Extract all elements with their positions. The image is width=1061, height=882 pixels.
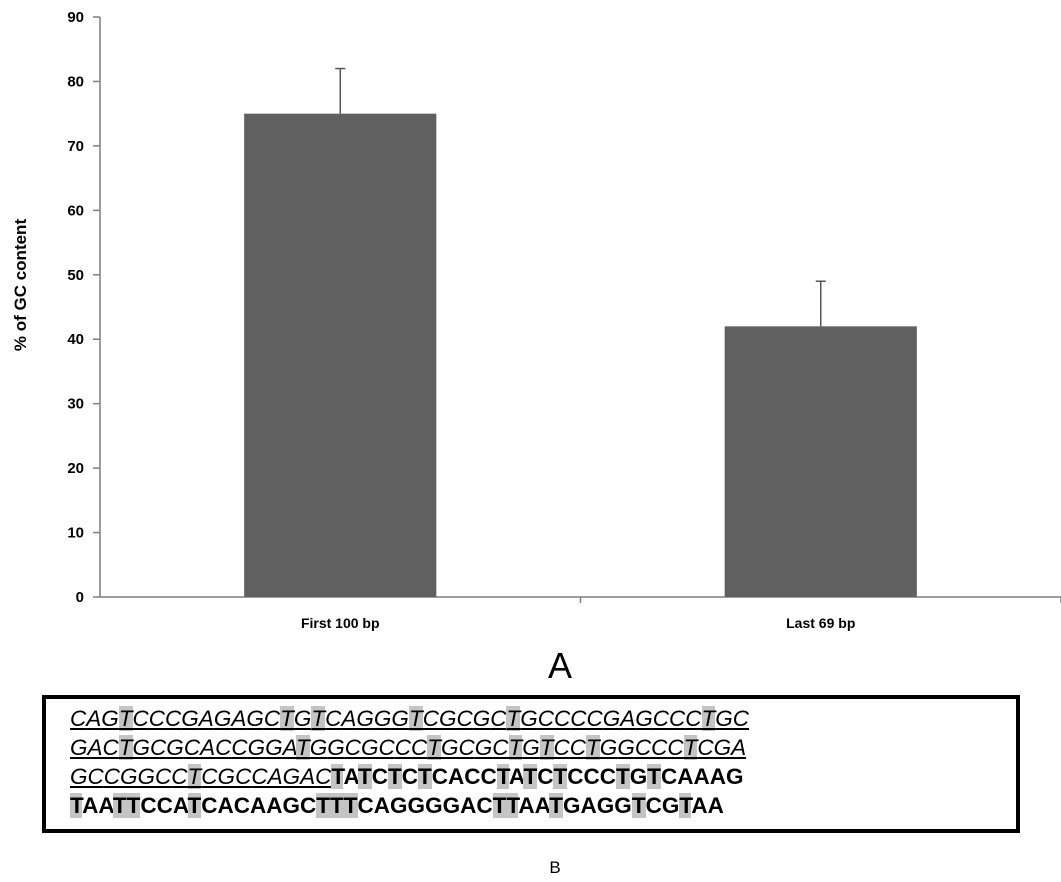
panel-b-label: B: [549, 858, 561, 877]
panel-a-label: A: [547, 645, 572, 686]
sequence-line: GCCGGCCTCGCCAGACTATCTCTCACCTATCTCCCTGTCA…: [70, 764, 744, 789]
sequence-line: TAATTCCATCACAAGCTTTCAGGGGACTTAATGAGGTCGT…: [70, 793, 724, 818]
y-axis: 0 10 20 30 40 50 60 70 80 90: [67, 9, 101, 606]
sequence-line: GACTGCGCACCGGATGGCGCCCTGCGCTGTCCTGGCCCTC…: [70, 735, 747, 760]
y-tick-label: 0: [76, 589, 84, 606]
y-tick-label: 90: [67, 9, 84, 26]
bar-chart: 0 10 20 30 40 50 60 70 80 90 First 100 bp Last 69 …: [11, 9, 1061, 631]
bars: [244, 113, 917, 598]
y-tick-label: 40: [67, 331, 84, 348]
y-tick-label: 60: [67, 202, 84, 219]
y-tick-label: 80: [67, 73, 84, 90]
sequence-line: CAGTCCCGAGAGCTGTCAGGGTCGCGCTGCCCCGAGCCCT…: [70, 706, 750, 731]
x-tick-label: Last 69 bp: [786, 615, 855, 631]
y-tick-label: 30: [67, 396, 84, 413]
x-tick-label: First 100 bp: [301, 615, 380, 631]
y-axis-label: % of GC content: [11, 219, 30, 352]
y-tick-label: 10: [67, 525, 84, 542]
y-tick-label: 20: [67, 460, 84, 477]
x-axis: First 100 bp Last 69 bp: [100, 596, 1061, 631]
bar: [724, 326, 917, 597]
sequence-box: CAGTCCCGAGAGCTGTCAGGGTCGCGCTGCCCCGAGCCCT…: [42, 695, 1020, 833]
y-tick-label: 70: [67, 138, 84, 155]
y-tick-label: 50: [67, 267, 84, 284]
bar: [244, 113, 437, 598]
error-bars: [335, 67, 826, 327]
